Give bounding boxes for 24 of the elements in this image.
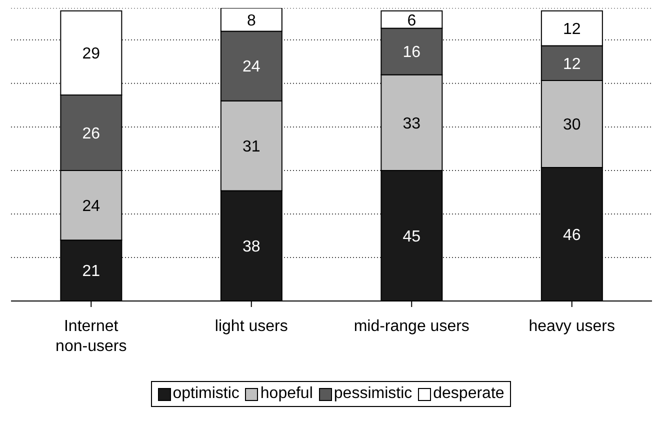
legend-label: desperate	[432, 385, 504, 403]
data-label: 8	[246, 12, 256, 30]
data-label: 21	[82, 263, 100, 280]
data-label: 45	[402, 228, 421, 246]
data-label: 24	[82, 198, 100, 215]
data-label: 26	[82, 125, 100, 142]
data-label: 31	[242, 138, 260, 156]
x-tick-label: heavy users	[528, 318, 616, 335]
data-label: 16	[402, 44, 421, 62]
data-label: 24	[242, 58, 260, 76]
legend-label: hopeful	[259, 385, 313, 403]
data-label: 30	[563, 116, 581, 134]
data-label: 29	[82, 46, 100, 63]
data-label: 33	[402, 115, 421, 132]
data-label: 38	[242, 238, 260, 256]
x-tick-label: light users	[214, 318, 288, 335]
x-tick-label: mid-range users	[354, 318, 470, 335]
data-label: 6	[407, 12, 416, 30]
data-label: 12	[563, 56, 581, 73]
legend-label: optimistic	[172, 385, 240, 403]
data-label: 46	[563, 226, 581, 244]
legend-label: pessimistic	[332, 385, 412, 403]
data-label: 12	[563, 20, 581, 38]
x-tick-label: Internet non-users	[56, 318, 127, 355]
